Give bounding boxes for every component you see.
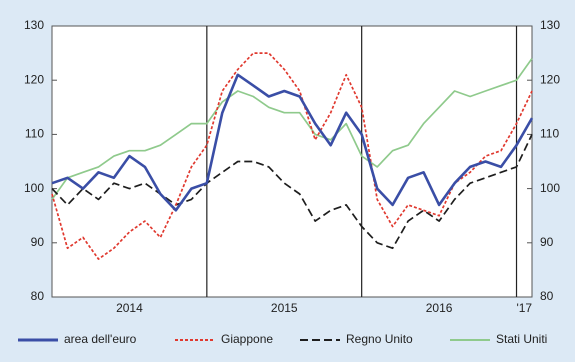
y-tick-label: 90 (31, 235, 45, 249)
series-line (51, 58, 533, 200)
y2-tick-label: 130 (540, 18, 560, 32)
y-tick-label: 130 (24, 18, 44, 32)
x-year-label: '17 (516, 301, 532, 315)
plot-area (51, 25, 533, 298)
series-line (51, 73, 534, 212)
x-year-label: 2014 (116, 301, 143, 315)
x-year-label: 2016 (426, 301, 453, 315)
y2-tick-label: 80 (540, 289, 554, 303)
legend-label: Regno Unito (346, 332, 413, 346)
legend-label: area dell'euro (64, 332, 137, 346)
y2-tick-label: 100 (540, 181, 560, 195)
y2-tick-label: 90 (540, 235, 554, 249)
legend-label: Giappone (221, 332, 273, 346)
series-line (51, 134, 533, 250)
legend-label: Stati Uniti (496, 332, 547, 346)
y-tick-label: 100 (24, 181, 44, 195)
y-tick-label: 110 (25, 127, 44, 141)
y2-tick-label: 120 (540, 72, 560, 86)
y-tick-label: 120 (24, 72, 44, 86)
y2-tick-label: 110 (540, 127, 559, 141)
x-year-label: 2015 (271, 301, 298, 315)
y-tick-label: 80 (31, 289, 45, 303)
